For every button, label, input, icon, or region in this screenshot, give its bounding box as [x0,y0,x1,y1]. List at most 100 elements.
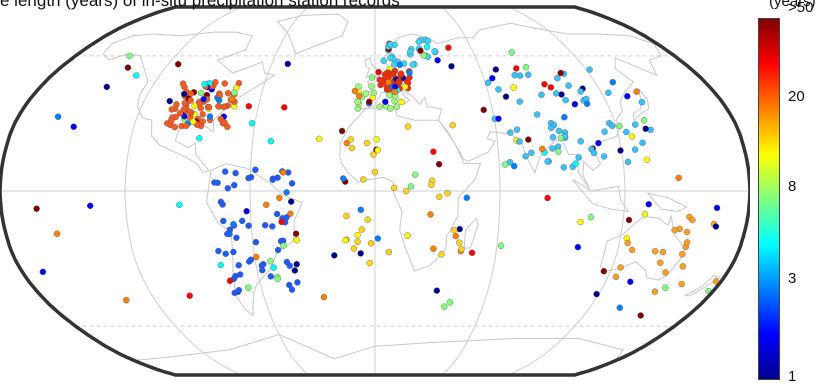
station-marker [174,60,182,68]
station-marker [577,88,584,95]
station-marker [632,121,639,128]
station-marker [638,98,646,106]
station-marker [123,297,130,304]
colorbar-tick-label: 1 [788,368,797,385]
station-marker [612,273,620,280]
station-marker [480,106,487,114]
station-marker [495,86,502,93]
station-marker [528,149,535,157]
station-marker [196,134,203,142]
station-marker [293,236,300,244]
station-marker [713,204,721,212]
station-marker [358,226,365,233]
coastline-north-america [102,31,276,174]
station-marker [547,124,555,132]
station-marker [283,189,290,196]
station-marker [191,102,198,110]
station-marker [375,68,382,76]
station-marker [489,75,496,82]
station-marker [445,44,452,51]
station-marker [684,239,691,246]
station-marker [458,245,465,253]
station-marker [497,242,505,250]
station-marker [510,84,517,91]
station-marker [281,104,288,111]
station-marker [228,95,236,103]
station-marker [678,280,685,288]
station-marker [224,90,232,97]
colorbar-tick-label: >50 [788,0,814,16]
station-marker [560,164,567,171]
station-marker [549,134,557,141]
station-marker [403,187,410,195]
station-marker [168,117,175,124]
station-marker [554,74,561,82]
station-marker [600,153,608,160]
station-marker [39,268,47,276]
figure-title: e length (years) of in-situ precipitatio… [0,0,400,10]
station-marker [415,38,422,45]
station-marker [221,80,229,87]
station-marker [370,151,377,158]
station-marker [544,158,551,165]
colorbar-tick-label: 3 [788,270,797,287]
station-marker [428,181,435,189]
station-marker [267,137,275,145]
station-marker [364,139,371,147]
station-marker [645,201,652,208]
station-marker [245,222,252,229]
station-marker [231,289,238,297]
station-marker [33,205,40,212]
station-marker [253,253,260,261]
station-marker [205,103,213,111]
station-marker [452,232,459,240]
station-marker [354,98,361,105]
world-map [0,5,750,377]
station-marker [274,246,282,254]
station-marker [316,135,323,143]
station-marker [617,147,624,154]
station-marker [657,259,664,266]
station-marker [380,57,387,64]
station-marker [625,216,633,224]
station-marker [182,122,190,130]
station-marker [633,88,640,95]
station-marker [54,113,62,120]
station-marker [628,133,636,140]
station-marker [616,122,623,130]
coastline-japan [632,88,650,122]
station-marker [391,88,398,96]
station-marker [609,122,616,130]
station-marker [391,61,398,68]
station-marker [70,123,77,130]
coastline-africa [339,106,482,272]
station-marker [269,223,276,230]
station-marker [456,239,463,246]
station-marker [404,78,411,85]
station-marker [431,48,438,55]
station-marker [220,217,227,225]
station-marker [387,105,394,112]
station-marker [456,225,463,233]
coastline-eurasia [356,22,662,189]
station-marker [340,175,347,182]
station-marker [435,160,443,168]
station-marker [291,267,298,274]
station-marker [180,106,188,113]
station-marker [387,54,394,62]
station-marker [230,181,238,189]
station-marker [374,146,381,154]
station-marker [623,128,630,136]
station-marker [389,71,397,78]
station-marker [236,271,244,278]
station-marker [187,97,194,104]
station-marker [557,69,564,77]
station-marker [224,123,231,131]
station-marker [368,74,376,81]
station-marker [219,201,226,208]
station-marker [176,109,184,117]
station-marker [371,168,379,176]
station-marker [382,98,389,106]
station-marker [133,72,140,79]
station-marker [212,79,219,86]
